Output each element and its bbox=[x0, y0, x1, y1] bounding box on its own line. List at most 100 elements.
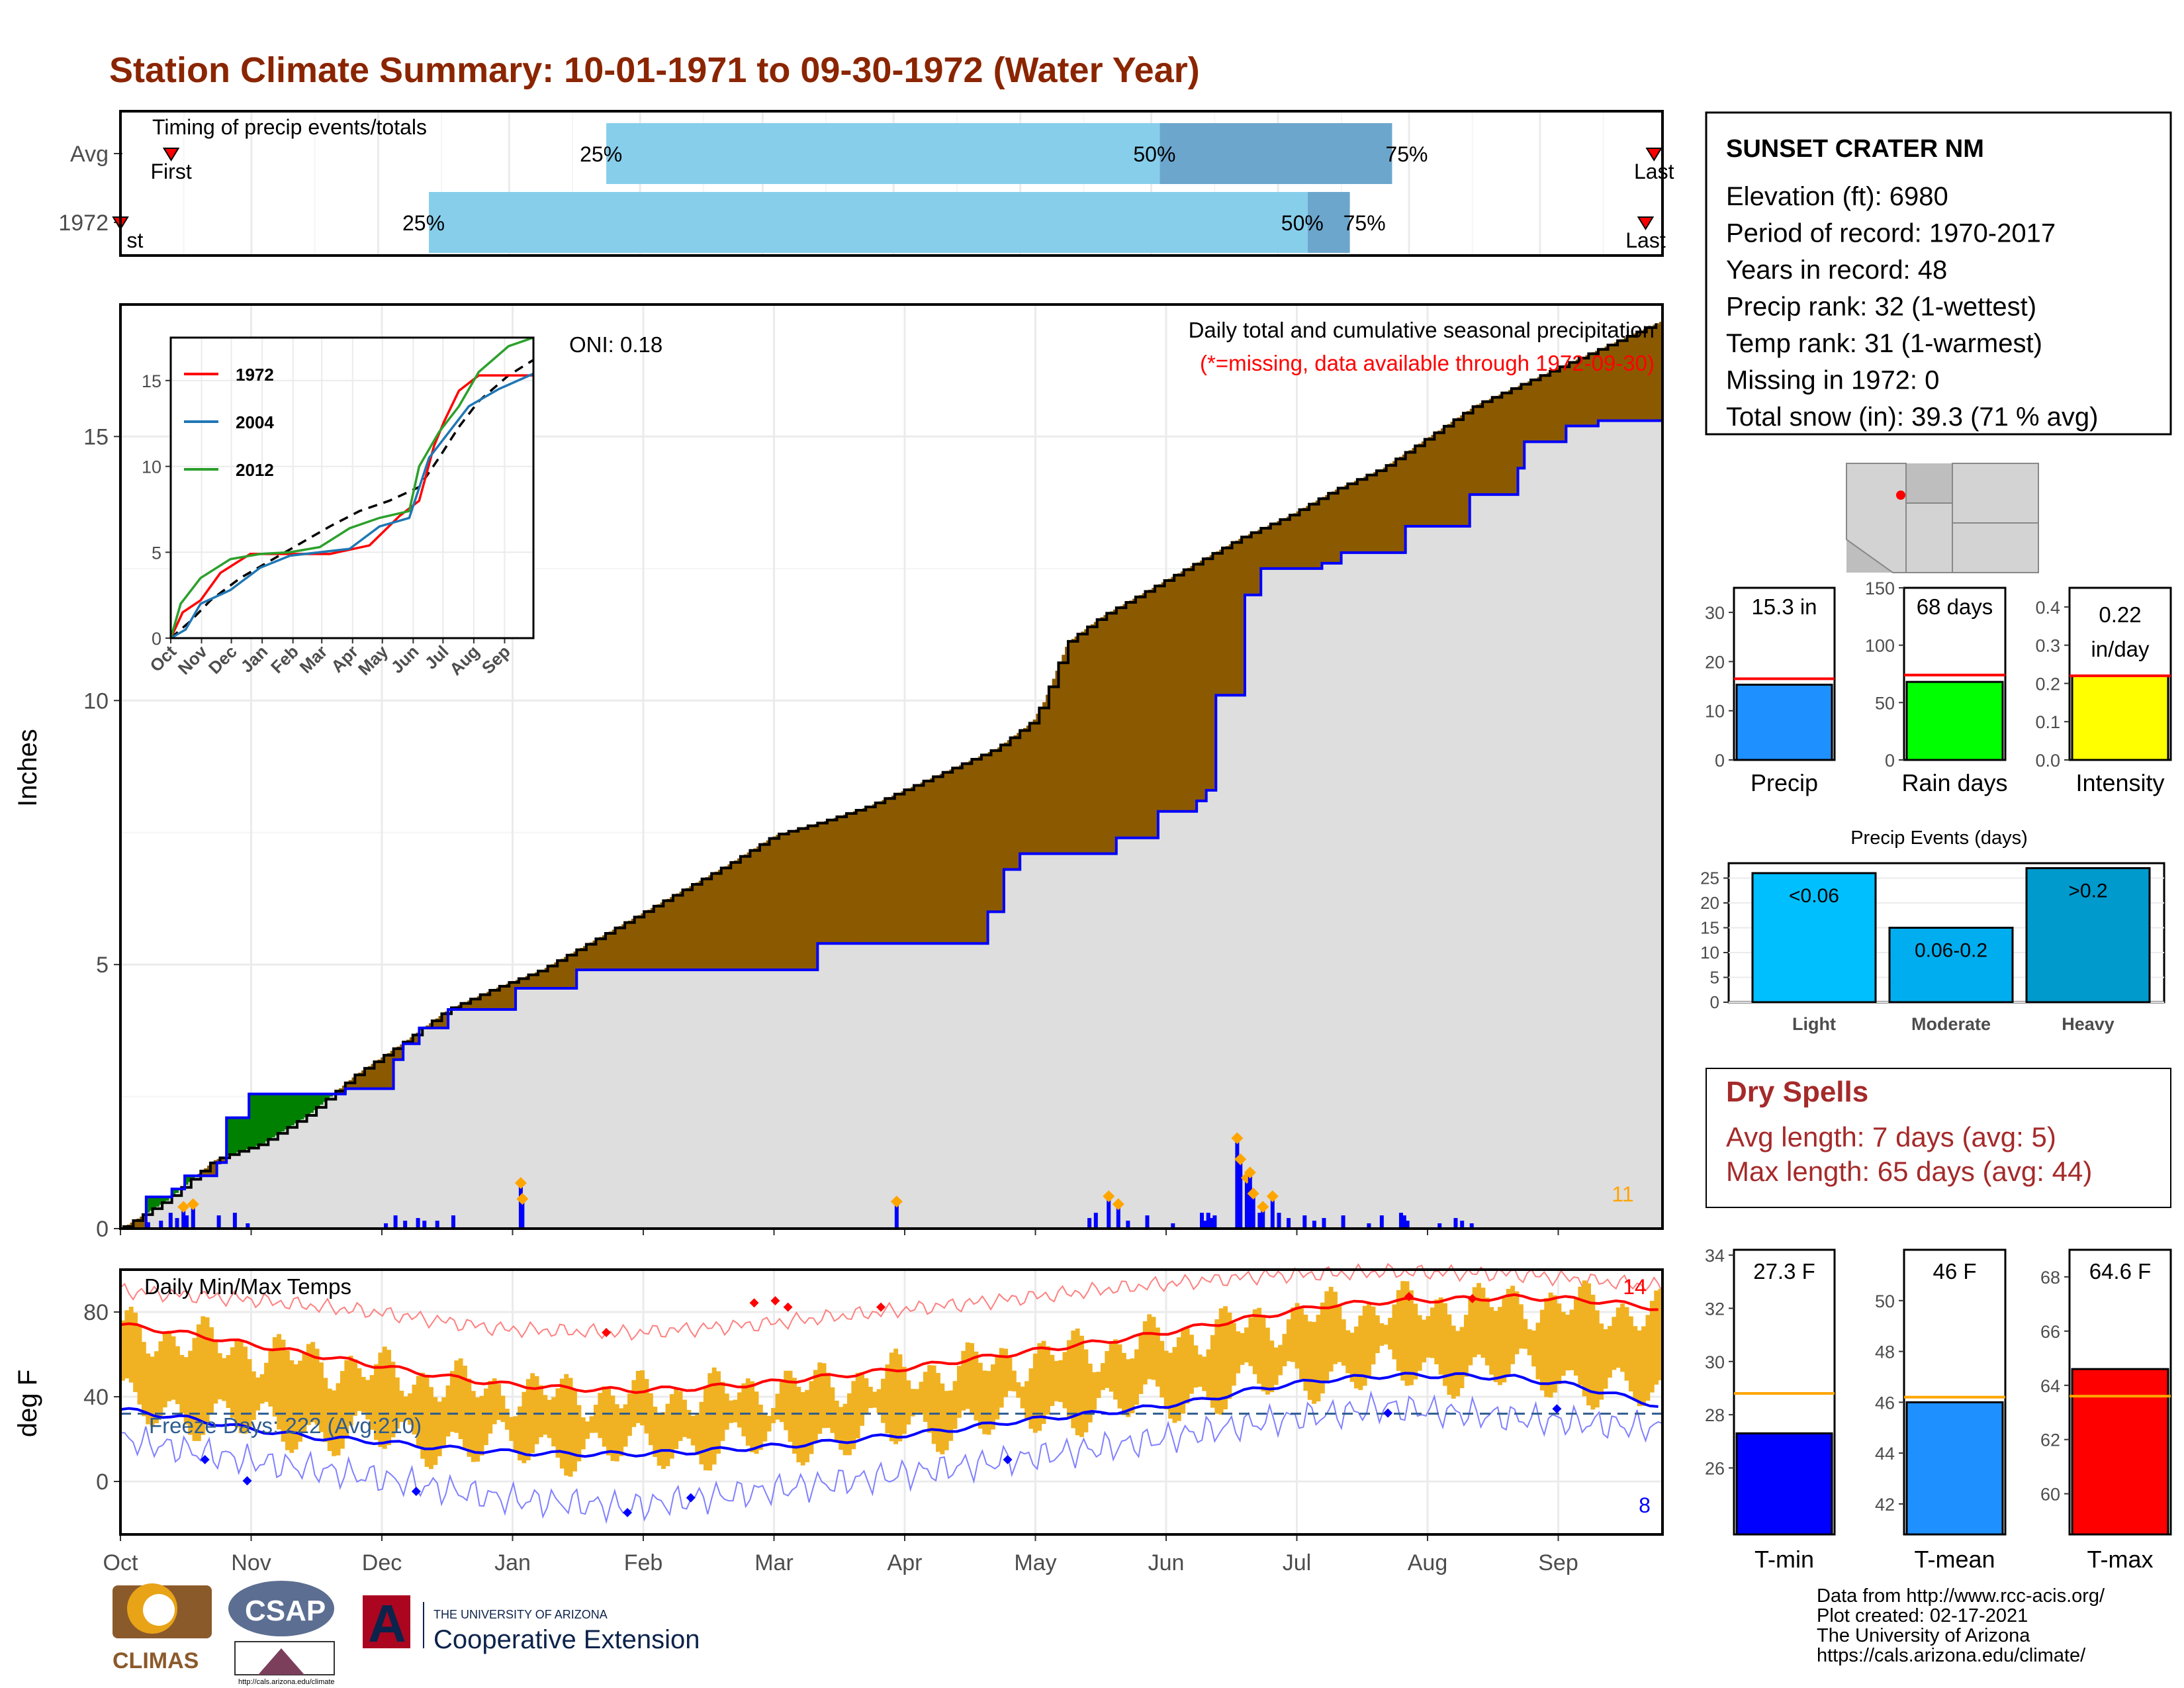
ua-logo: A THE UNIVERSITY OF ARIZONA Cooperative … bbox=[363, 1594, 700, 1654]
daily-temp-bar bbox=[999, 1348, 1004, 1408]
temp-summary-bar bbox=[2071, 1368, 2169, 1536]
daily-temp-bar bbox=[1028, 1368, 1034, 1429]
daily-temp-bar bbox=[830, 1387, 835, 1433]
daily-temp-bar bbox=[1240, 1333, 1245, 1365]
daily-precip-bar bbox=[1248, 1176, 1252, 1229]
daily-temp-bar bbox=[729, 1400, 734, 1423]
daily-temp-bar bbox=[707, 1373, 713, 1471]
record-low-marker bbox=[1552, 1404, 1562, 1414]
daily-temp-bar bbox=[437, 1401, 442, 1456]
daily-temp-bar bbox=[978, 1362, 983, 1429]
daily-temp-bar bbox=[445, 1385, 451, 1437]
daily-temp-bar bbox=[1320, 1302, 1325, 1394]
daily-temp-bar bbox=[1523, 1319, 1528, 1349]
inset-ytick: 15 bbox=[142, 371, 161, 391]
daily-temp-bar bbox=[1388, 1317, 1392, 1350]
csap-url: http://cals.arizona.edu/climate bbox=[238, 1678, 335, 1686]
daily-temp-bar bbox=[336, 1383, 341, 1456]
daily-temp-bar bbox=[657, 1413, 662, 1466]
daily-temp-bar bbox=[192, 1338, 197, 1441]
timing-bar-50-75 bbox=[1160, 123, 1392, 184]
temp-summary-ytick: 44 bbox=[1875, 1444, 1895, 1464]
daily-temp-bar bbox=[1328, 1286, 1334, 1372]
daily-temp-bar bbox=[665, 1403, 670, 1466]
daily-temp-bar bbox=[927, 1365, 933, 1433]
ua-a-icon: A bbox=[368, 1594, 406, 1653]
daily-temp-bar bbox=[1121, 1352, 1126, 1415]
daily-temp-bar bbox=[1544, 1297, 1549, 1397]
daily-temp-bar bbox=[682, 1399, 687, 1437]
timing-p50-label: 50% bbox=[1281, 211, 1324, 235]
temp-summary-ytick: 60 bbox=[2040, 1485, 2060, 1505]
daily-temp-bar bbox=[327, 1388, 332, 1451]
daily-temp-bar bbox=[1480, 1288, 1486, 1358]
ua-big: Cooperative Extension bbox=[433, 1625, 700, 1654]
total-ytick: 0.0 bbox=[2035, 751, 2060, 771]
event-category-label: Heavy bbox=[2062, 1014, 2115, 1034]
daily-temp-bar bbox=[1379, 1323, 1385, 1346]
daily-temp-bar bbox=[247, 1359, 252, 1429]
events-ytick: 25 bbox=[1700, 868, 1719, 888]
inset-ytick: 5 bbox=[152, 543, 161, 563]
daily-temp-bar bbox=[986, 1371, 991, 1435]
daily-temp-bar bbox=[1278, 1344, 1283, 1376]
daily-temp-bar bbox=[1472, 1287, 1477, 1358]
daily-temp-bar bbox=[1163, 1350, 1169, 1409]
daily-temp-bar bbox=[1075, 1329, 1080, 1436]
timing-row-label: Avg bbox=[70, 142, 109, 167]
daily-temp-bar bbox=[1160, 1340, 1165, 1398]
daily-precip-bar bbox=[1312, 1221, 1316, 1229]
daily-temp-bar bbox=[449, 1371, 455, 1432]
daily-temp-bar bbox=[1109, 1341, 1114, 1392]
daily-temp-bar bbox=[1633, 1326, 1638, 1401]
daily-temp-bar bbox=[1413, 1303, 1418, 1380]
daily-temp-bar bbox=[1367, 1302, 1372, 1377]
dry-spell-title: Dry Spells bbox=[1726, 1076, 1868, 1108]
daily-temp-bar bbox=[619, 1408, 624, 1456]
daily-temp-bar bbox=[213, 1341, 218, 1404]
daily-precip-bar bbox=[146, 1222, 150, 1229]
daily-temp-bar bbox=[864, 1378, 869, 1415]
daily-temp-bar bbox=[936, 1373, 940, 1452]
record-high-marker bbox=[876, 1302, 886, 1312]
daily-precip-bar bbox=[403, 1221, 408, 1229]
daily-temp-bar bbox=[365, 1380, 371, 1420]
precip-corner-count: 11 bbox=[1612, 1182, 1633, 1206]
daily-max-marker bbox=[1234, 1153, 1247, 1166]
daily-temp-bar bbox=[306, 1344, 311, 1425]
daily-temp-bar bbox=[1426, 1316, 1431, 1358]
daily-temp-bar bbox=[779, 1379, 784, 1423]
daily-temp-bar bbox=[1134, 1349, 1139, 1405]
month-tick: Jun bbox=[1148, 1550, 1185, 1575]
csap-logo-text: CSAP bbox=[245, 1595, 326, 1627]
daily-temp-bar bbox=[183, 1357, 189, 1425]
daily-temp-bar bbox=[1493, 1311, 1498, 1382]
daily-temp-bar bbox=[1176, 1337, 1181, 1421]
temp-summary-ytick: 32 bbox=[1705, 1299, 1725, 1319]
daily-temp-bar bbox=[353, 1359, 357, 1416]
daily-temp-bar bbox=[1024, 1381, 1029, 1420]
daily-temp-bar bbox=[504, 1409, 510, 1430]
temp-summary-ytick: 68 bbox=[2040, 1268, 2060, 1288]
daily-temp-bar bbox=[454, 1360, 459, 1433]
daily-temp-bar bbox=[146, 1353, 151, 1425]
daily-temp-bar bbox=[1062, 1352, 1068, 1409]
daily-temp-bar bbox=[915, 1389, 919, 1413]
daily-temp-bar bbox=[690, 1415, 696, 1446]
timing-row-label: 1972 bbox=[58, 211, 109, 236]
daily-temp-bar bbox=[124, 1310, 130, 1379]
total-ytick: 0 bbox=[1715, 751, 1725, 771]
daily-temp-bar bbox=[518, 1406, 522, 1461]
daily-temp-bar bbox=[175, 1346, 180, 1405]
record-low-marker bbox=[411, 1487, 421, 1496]
daily-temp-bar bbox=[775, 1393, 780, 1420]
daily-precip-bar bbox=[1116, 1207, 1120, 1229]
daily-temp-bar bbox=[1586, 1283, 1591, 1406]
total-ytick: 0.3 bbox=[2035, 636, 2060, 656]
daily-temp-bar bbox=[1087, 1363, 1093, 1423]
daily-temp-bar bbox=[167, 1331, 172, 1401]
record-high-marker bbox=[602, 1328, 612, 1337]
record-low-marker bbox=[1383, 1408, 1393, 1418]
daily-precip-bar bbox=[1453, 1218, 1458, 1229]
timing-p25-label: 25% bbox=[580, 142, 622, 166]
